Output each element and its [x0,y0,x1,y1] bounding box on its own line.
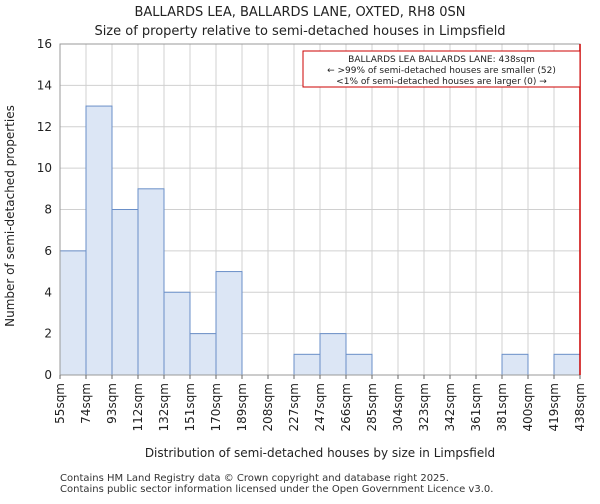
x-tick-label: 170sqm [209,383,223,431]
annotation-line: <1% of semi-detached houses are larger (… [336,77,547,87]
histogram-bar [553,353,581,376]
x-tick-label: 400sqm [521,383,535,431]
x-tick-label: 55sqm [53,383,67,424]
annotation-line: BALLARDS LEA BALLARDS LANE: 438sqm [348,55,535,65]
histogram-bar [345,353,373,376]
x-tick-label: 285sqm [365,383,379,431]
x-tick-label: 93sqm [105,383,119,424]
histogram-bar [501,353,529,376]
histogram-bar [189,333,217,376]
x-tick-label: 132sqm [157,383,171,431]
annotation-box [302,50,581,88]
histogram-bar [137,188,165,376]
y-tick-label: 4 [44,285,52,299]
y-tick-label: 8 [44,203,52,217]
histogram-bar [319,333,347,376]
histogram-bar [111,209,139,376]
y-axis-label: Number of semi-detached properties [3,105,17,327]
histogram-bar [163,291,191,376]
x-tick-label: 304sqm [391,383,405,431]
x-tick-label: 227sqm [287,383,301,431]
x-tick-label: 323sqm [417,383,431,431]
ticks-layer: 0 2 4 6 8 10 12 14 16 55sqm 74sqm 93sqm 112sqm 132sqm… [37,37,587,431]
marker-layer: BALLARDS LEA BALLARDS LANE: 438sqm← >99%… [302,44,581,375]
bars-layer [59,105,581,376]
y-tick-label: 16 [37,37,52,51]
chart-subtitle: Size of property relative to semi-detach… [94,24,505,39]
x-tick-label: 112sqm [131,383,145,431]
y-tick-label: 10 [37,161,52,175]
y-tick-label: 12 [37,120,52,134]
x-tick-label: 381sqm [495,383,509,431]
x-tick-label: 438sqm [573,383,587,431]
y-tick-label: 2 [44,327,52,341]
y-tick-label: 14 [37,78,52,92]
y-tick-label: 6 [44,244,52,258]
x-tick-label: 247sqm [313,383,327,431]
histogram-bar [215,271,243,376]
x-tick-label: 266sqm [339,383,353,431]
y-tick-label: 0 [44,368,52,382]
x-tick-label: 208sqm [261,383,275,431]
histogram-bar [293,353,321,376]
annotation-line: ← >99% of semi-detached houses are small… [327,66,556,76]
x-tick-label: 419sqm [547,383,561,431]
x-tick-label: 74sqm [79,383,93,424]
chart-title: BALLARDS LEA, BALLARDS LANE, OXTED, RH8 … [134,5,465,20]
footer-line-1: Contains HM Land Registry data © Crown c… [60,473,449,484]
footer-line-2: Contains public sector information licen… [60,484,494,495]
histogram-bar [59,250,87,376]
x-axis-label: Distribution of semi-detached houses by … [145,446,495,460]
x-tick-label: 342sqm [443,383,457,431]
x-tick-label: 189sqm [235,383,249,431]
histogram-bar [85,105,113,376]
x-tick-label: 361sqm [469,383,483,431]
x-tick-label: 151sqm [183,383,197,431]
